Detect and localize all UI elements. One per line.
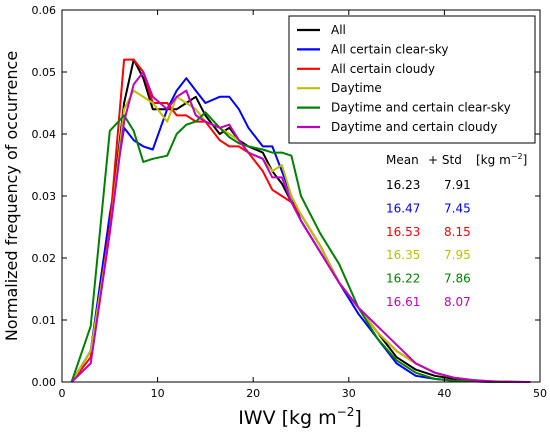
- stats-std-4: 7.95: [444, 248, 471, 262]
- y-tick-label-5: 0.05: [32, 66, 57, 79]
- x-tick-label-1: 10: [151, 387, 165, 400]
- stats-std-5: 7.86: [444, 272, 471, 286]
- stats-mean-4: 16.35: [386, 248, 420, 262]
- stats-std-3: 8.15: [444, 225, 471, 239]
- stats-header-std: + Std: [428, 153, 462, 167]
- stats-header-unit: [kg m: [476, 153, 511, 167]
- x-axis-title-base: IWV [kg m: [238, 407, 336, 429]
- stats-header-mean: Mean: [386, 153, 419, 167]
- legend-label-6: Daytime and certain cloudy: [331, 120, 497, 134]
- y-tick-label-6: 0.06: [32, 4, 57, 17]
- stats-mean-1: 16.23: [386, 178, 420, 192]
- stats-mean-3: 16.53: [386, 225, 420, 239]
- x-axis-title-close: ]: [354, 407, 361, 429]
- x-axis-title: IWV [kg m−2]: [238, 405, 362, 429]
- y-tick-label-3: 0.03: [32, 190, 57, 203]
- y-axis-title: Normalized frequency of occurrence: [2, 51, 21, 341]
- stats-std-1: 7.91: [444, 178, 471, 192]
- x-tick-label-4: 40: [437, 387, 451, 400]
- stats-mean-6: 16.61: [386, 295, 420, 309]
- stats-header: Mean + Std [kg m−2]: [386, 152, 527, 167]
- series-line-6: [70, 71, 531, 383]
- y-tick-label-1: 0.01: [32, 314, 57, 327]
- legend-box: [288, 15, 536, 144]
- series-line-5: [70, 111, 531, 383]
- ticks-layer: 0 10 20 30 40 50 0.00 0.01 0.02 0.03 0.04 0.05 0.06: [32, 4, 548, 400]
- legend-label-1: All: [331, 23, 346, 37]
- x-tick-label-3: 30: [342, 387, 356, 400]
- legend-label-3: All certain cloudy: [331, 62, 435, 76]
- stats-table: Mean + Std [kg m−2] 16.23 7.91 16.47 7.45 16.5…: [386, 152, 527, 309]
- x-tick-label-5: 50: [533, 387, 547, 400]
- stats-mean-5: 16.22: [386, 272, 420, 286]
- stats-header-unit-exponent: −2: [511, 152, 523, 161]
- series-line-1: [70, 58, 531, 383]
- y-tick-label-0: 0.00: [32, 376, 57, 389]
- x-tick-label-2: 20: [246, 387, 260, 400]
- series-layer: [70, 58, 531, 383]
- legend-label-4: Daytime: [331, 81, 382, 95]
- stats-std-2: 7.45: [444, 201, 471, 215]
- y-tick-label-2: 0.02: [32, 252, 57, 265]
- legend-label-5: Daytime and certain clear-sky: [331, 101, 511, 115]
- x-tick-label-0: 0: [59, 387, 66, 400]
- stats-mean-2: 16.47: [386, 201, 420, 215]
- stats-header-unit-close: ]: [523, 153, 528, 167]
- stats-std-6: 8.07: [444, 295, 471, 309]
- legend-label-2: All certain clear-sky: [331, 42, 448, 56]
- legend: All All certain clear-sky All certain clou…: [288, 15, 536, 144]
- y-tick-label-4: 0.04: [32, 128, 57, 141]
- x-axis-title-exponent: −2: [337, 405, 355, 419]
